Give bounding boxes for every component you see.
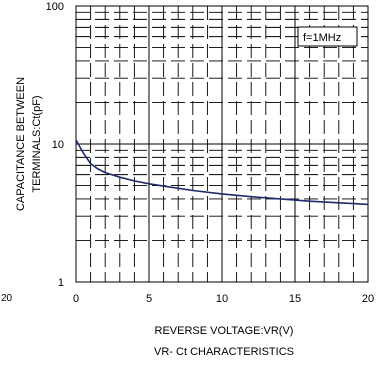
y-axis-label-line1: CAPACITANCE BETWEEN [15, 77, 27, 211]
x-tick-label: 5 [146, 293, 152, 305]
left-edge-tick-label: 20 [1, 293, 13, 304]
x-tick-label: 0 [73, 293, 79, 305]
y-axis-label-line2: TERMINALS:Ct(pF) [31, 95, 43, 192]
tick-labels: 0 5 10 15 20 1 10 100 [46, 1, 374, 305]
x-axis-label: REVERSE VOLTAGE:VR(V) [155, 325, 294, 337]
y-tick-label: 100 [46, 1, 64, 13]
x-tick-label: 15 [289, 293, 301, 305]
chart-title: VR- Ct CHARACTERISTICS [154, 346, 294, 358]
x-tick-label: 20 [362, 293, 374, 305]
y-tick-label: 1 [58, 277, 64, 289]
x-tick-label: 10 [216, 293, 228, 305]
series-layer [75, 139, 369, 206]
y-tick-label: 10 [52, 139, 64, 151]
grid-lines [76, 6, 368, 282]
plot-frame [75, 5, 369, 283]
annotation-label: f=1MHz [303, 32, 341, 44]
annotation-box: f=1MHz [297, 26, 358, 47]
series-line [75, 139, 369, 206]
